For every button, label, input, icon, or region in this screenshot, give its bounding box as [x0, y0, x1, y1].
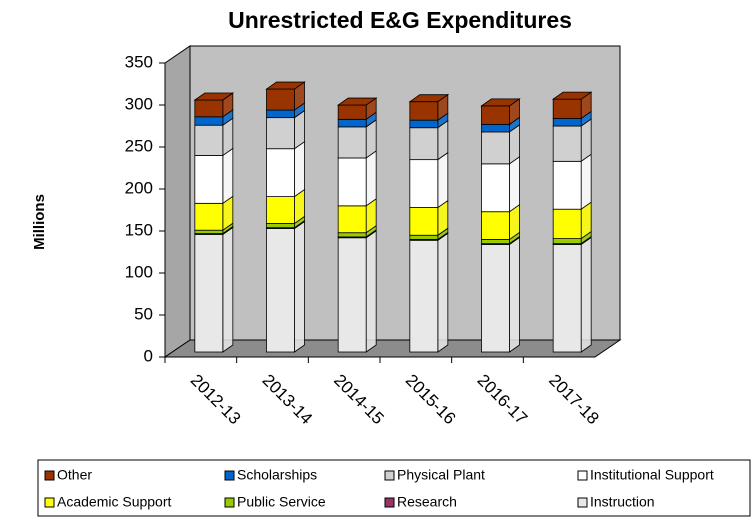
- legend-label: Instruction: [590, 494, 655, 510]
- legend-label: Public Service: [237, 494, 326, 510]
- y-tick-label: 0: [144, 346, 153, 365]
- bar: [194, 155, 224, 204]
- bar: [266, 88, 295, 111]
- bar: [337, 118, 367, 128]
- x-tick-label: 2013-14: [259, 371, 317, 429]
- bar: [194, 202, 224, 231]
- legend-label: Other: [57, 467, 92, 483]
- y-tick-label: 200: [125, 178, 153, 197]
- bar: [266, 117, 295, 150]
- legend-swatch: [577, 497, 588, 508]
- bar-top: [408, 94, 450, 103]
- bar: [337, 157, 367, 207]
- bar: [194, 233, 224, 353]
- bar: [194, 124, 224, 156]
- bar-top: [551, 91, 593, 100]
- bar-side: [222, 226, 234, 353]
- bar: [194, 116, 224, 126]
- chart-title: Unrestricted E&G Expenditures: [228, 7, 572, 33]
- bar: [409, 159, 439, 208]
- bar-side: [509, 156, 520, 213]
- bar: [194, 99, 224, 118]
- bar: [337, 237, 367, 353]
- bar-side: [580, 236, 592, 353]
- y-tick-label: 100: [125, 262, 153, 281]
- legend-swatch: [224, 497, 235, 508]
- bar: [409, 207, 439, 236]
- y-tick-label: 350: [125, 52, 153, 71]
- bar: [266, 196, 295, 224]
- bar-side: [580, 153, 592, 210]
- legend-swatch: [384, 497, 395, 508]
- legend-swatch: [44, 470, 55, 481]
- bar-side: [222, 147, 234, 205]
- bar-top: [336, 97, 378, 106]
- bar-top: [480, 98, 521, 107]
- bar: [552, 244, 582, 353]
- bar-top: [193, 92, 235, 101]
- x-tick-label: 2012-13: [187, 371, 245, 429]
- bar: [194, 229, 224, 234]
- bar: [481, 105, 510, 125]
- y-axis-title: Millions: [31, 194, 48, 250]
- bar-side: [294, 140, 305, 198]
- bar: [552, 160, 582, 210]
- legend-label: Scholarships: [237, 467, 317, 483]
- legend-swatch: [577, 470, 588, 481]
- legend-label: Institutional Support: [590, 467, 714, 483]
- bar-side: [294, 220, 305, 353]
- bar: [552, 118, 582, 127]
- bar-side: [437, 151, 449, 209]
- bar: [409, 239, 439, 353]
- bar-side: [365, 150, 377, 207]
- floor: [163, 339, 622, 358]
- bar: [481, 131, 510, 165]
- bar: [337, 104, 367, 120]
- bar: [266, 109, 295, 119]
- bar: [409, 127, 439, 161]
- bar: [552, 98, 582, 119]
- y-tick-label: 50: [134, 304, 153, 323]
- y-tick-label: 250: [125, 136, 153, 155]
- bar: [337, 126, 367, 159]
- bar-top: [265, 81, 306, 90]
- bar: [552, 208, 582, 239]
- x-tick-label: 2015-16: [402, 371, 460, 429]
- bar: [552, 238, 582, 245]
- legend-label: Physical Plant: [397, 467, 485, 483]
- legend-swatch: [224, 470, 235, 481]
- bar: [552, 125, 582, 162]
- x-tick-label: 2016-17: [474, 371, 532, 429]
- bar: [266, 148, 295, 198]
- bar: [266, 223, 295, 229]
- legend-swatch: [384, 470, 395, 481]
- y-tick-label: 300: [125, 94, 153, 113]
- bar: [481, 123, 510, 133]
- bar: [481, 239, 510, 245]
- bar-side: [437, 232, 449, 353]
- side-wall: [164, 45, 191, 358]
- bar: [481, 211, 510, 240]
- y-tick-label: 150: [125, 220, 153, 239]
- bar-side: [365, 229, 377, 353]
- bar: [481, 244, 510, 353]
- x-tick-label: 2014-15: [330, 371, 388, 429]
- bar: [337, 205, 367, 234]
- bar: [409, 119, 439, 129]
- bar: [266, 228, 295, 353]
- bar: [337, 232, 367, 238]
- bar-side: [509, 236, 520, 353]
- bar: [409, 101, 439, 121]
- legend-swatch: [44, 497, 55, 508]
- legend-label: Academic Support: [57, 494, 172, 510]
- bar: [409, 234, 439, 240]
- legend-label: Research: [397, 494, 457, 510]
- bar: [481, 163, 510, 213]
- x-tick-label: 2017-18: [545, 371, 603, 429]
